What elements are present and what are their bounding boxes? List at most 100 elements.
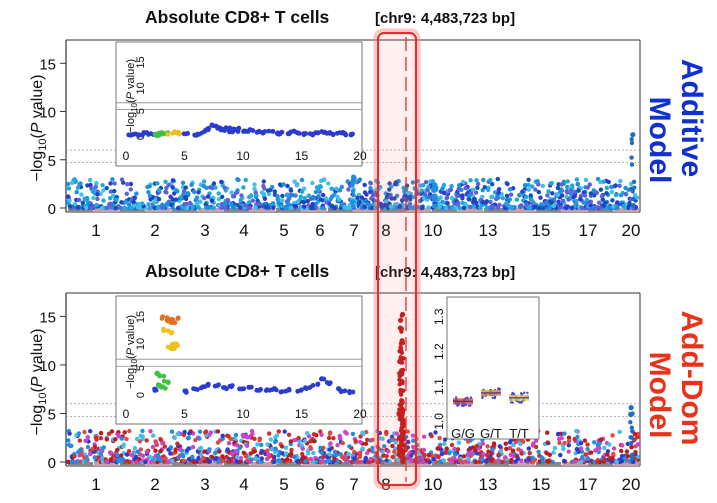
snp-point <box>261 191 267 197</box>
snp-point <box>519 458 524 463</box>
snp-point <box>362 182 367 188</box>
snp-point <box>519 203 524 208</box>
snp-point <box>494 196 499 202</box>
chromosome-band <box>68 208 93 212</box>
snp-point <box>360 446 365 451</box>
snp-point <box>474 443 479 449</box>
inset-point <box>347 390 352 396</box>
snp-point <box>442 441 447 447</box>
snp-point <box>473 459 478 465</box>
chromosome-band <box>380 208 405 212</box>
snp-point <box>437 201 442 206</box>
snp-point <box>447 188 453 193</box>
snp-point <box>346 187 351 192</box>
snp-point <box>104 186 109 191</box>
snp-point <box>477 205 483 211</box>
snp-point <box>480 441 485 446</box>
snp-point <box>454 205 459 211</box>
chromosome-label: 2 <box>150 221 159 240</box>
snp-point <box>547 452 552 457</box>
snp-point <box>302 196 307 201</box>
snp-point <box>497 444 503 449</box>
snp-point <box>436 454 441 459</box>
snp-point <box>439 451 445 456</box>
snp-point <box>127 428 132 434</box>
snp-point <box>441 182 447 188</box>
snp-point <box>279 204 285 209</box>
snp-point <box>310 180 315 186</box>
snp-point <box>264 456 270 462</box>
snp-point <box>507 204 512 209</box>
snp-point <box>497 452 502 457</box>
inset-point <box>172 346 177 351</box>
snp-point <box>460 200 465 206</box>
inset-point <box>338 389 344 395</box>
snp-point <box>461 454 467 459</box>
peak-point <box>398 445 403 450</box>
snp-point <box>492 190 498 195</box>
peak-point <box>400 459 405 464</box>
snp-point <box>339 202 344 207</box>
snp-point <box>635 435 640 440</box>
peak-point <box>628 405 634 411</box>
snp-point <box>488 177 493 183</box>
snp-point <box>411 444 416 450</box>
snp-point <box>530 184 535 189</box>
inset-point <box>319 376 325 381</box>
snp-point <box>460 179 466 185</box>
snp-point <box>319 432 324 437</box>
snp-point <box>479 457 485 462</box>
snp-point <box>108 189 114 194</box>
peak-point <box>630 411 635 416</box>
snp-point <box>266 452 271 457</box>
top-title: Absolute CD8+ T cells <box>145 7 330 27</box>
boxplot-point <box>460 404 463 407</box>
snp-point <box>100 205 105 210</box>
snp-point <box>635 442 641 447</box>
snp-point <box>230 194 236 199</box>
inset-point <box>315 130 321 136</box>
snp-point <box>595 459 600 465</box>
snp-point <box>190 205 196 210</box>
snp-point <box>558 189 563 195</box>
snp-point <box>147 193 153 198</box>
snp-point <box>382 444 387 449</box>
snp-point <box>108 450 114 456</box>
snp-point <box>185 205 190 211</box>
snp-point <box>220 194 225 199</box>
snp-point <box>67 198 72 203</box>
snp-point <box>550 191 555 196</box>
snp-point <box>299 443 304 448</box>
snp-point <box>311 439 317 444</box>
snp-point <box>575 182 581 187</box>
snp-point <box>449 442 455 448</box>
snp-point <box>483 200 488 205</box>
snp-point <box>72 202 78 207</box>
snp-point <box>115 447 120 453</box>
chromosome-band <box>120 208 145 212</box>
snp-point <box>481 451 486 457</box>
snp-point <box>511 442 516 448</box>
peak-point <box>433 197 439 202</box>
snp-point <box>471 187 476 192</box>
bottom-manhattan-points <box>65 311 641 466</box>
snp-point <box>460 196 465 201</box>
peak-point <box>350 200 355 205</box>
snp-point <box>565 190 570 195</box>
snp-point <box>342 205 347 210</box>
snp-point <box>466 193 472 198</box>
snp-point <box>98 430 104 436</box>
snp-point <box>320 192 326 198</box>
inset-point <box>299 387 304 393</box>
snp-point <box>249 457 254 462</box>
chromosome-label: 2 <box>150 475 159 494</box>
snp-point <box>601 179 606 184</box>
bottom-y-axis-label: −log10(P value) <box>29 329 49 436</box>
snp-point <box>118 205 123 211</box>
chromosome-label: 4 <box>239 475 248 494</box>
snp-point <box>281 182 286 187</box>
boxplot-point <box>468 404 471 407</box>
snp-point <box>299 177 305 183</box>
chromosome-band <box>146 462 171 466</box>
snp-point <box>318 445 323 450</box>
